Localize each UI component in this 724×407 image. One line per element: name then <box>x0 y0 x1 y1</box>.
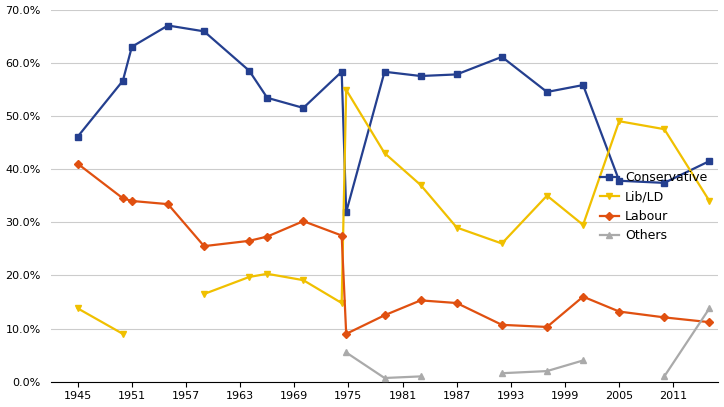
Legend: Conservative, Lib/LD, Labour, Others: Conservative, Lib/LD, Labour, Others <box>595 166 712 247</box>
